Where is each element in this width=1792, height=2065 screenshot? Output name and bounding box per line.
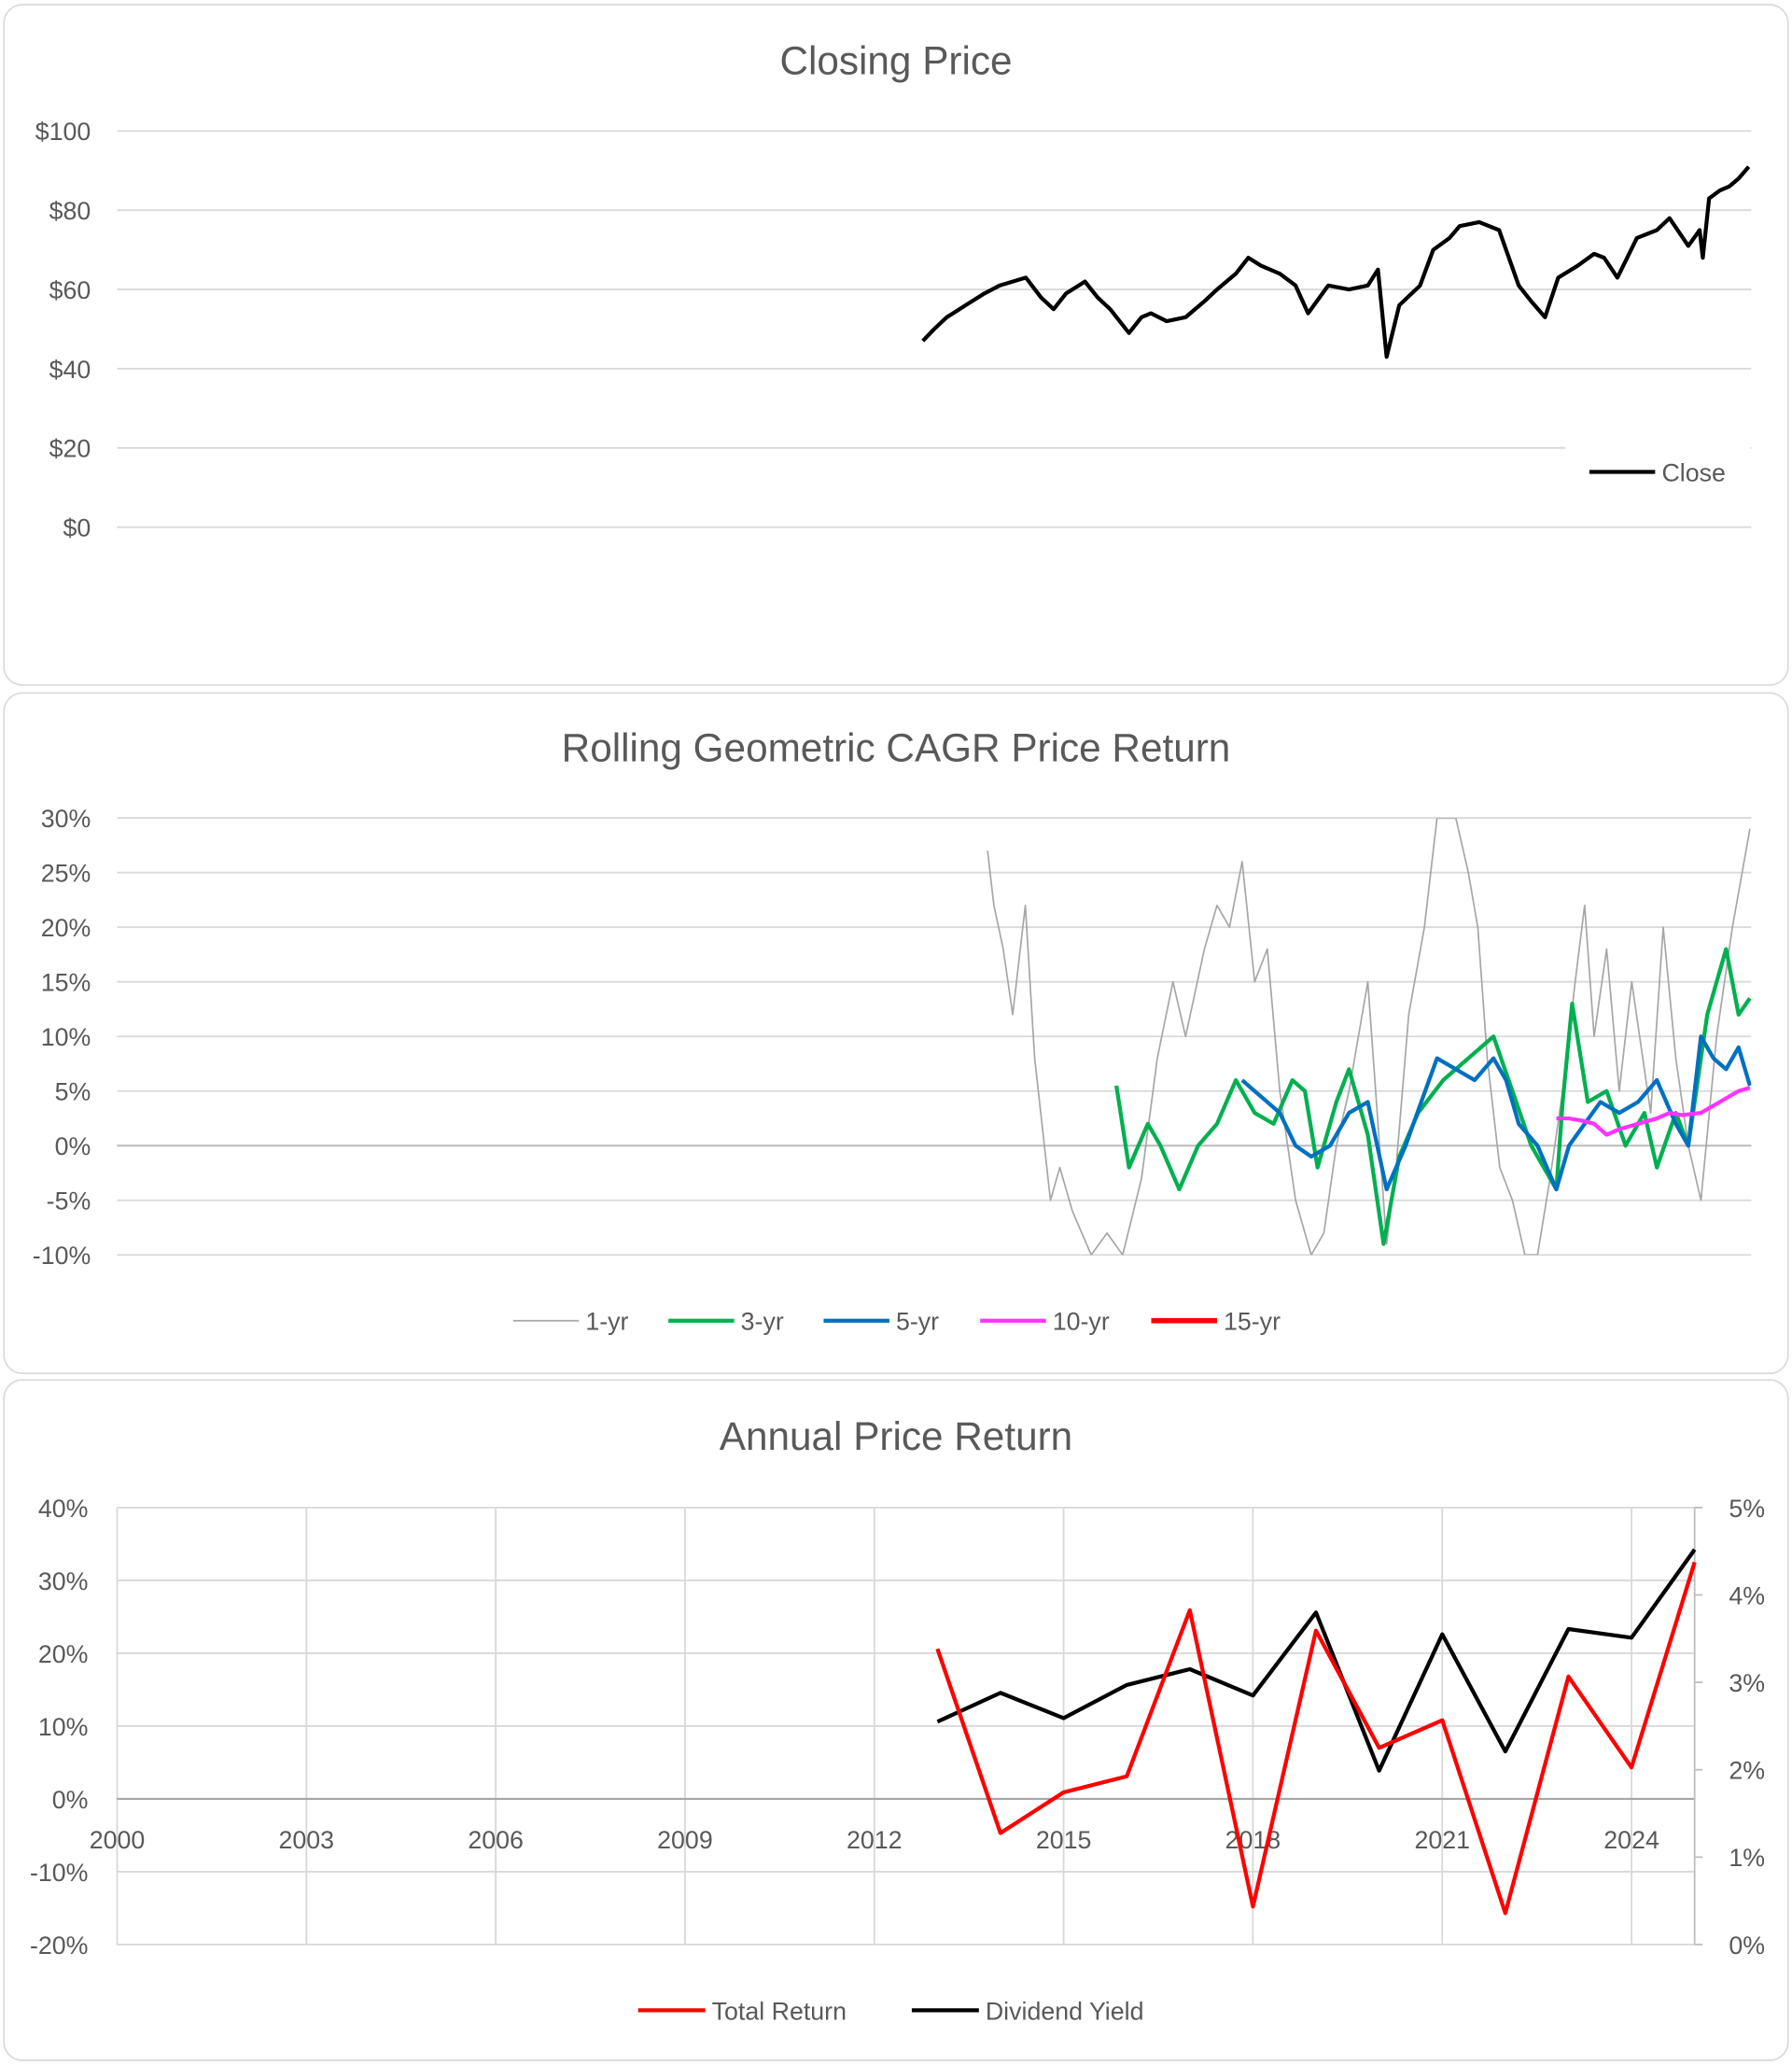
y2-tick-label: 3% <box>1729 1669 1765 1697</box>
x-tick-label: 2012 <box>847 1826 903 1854</box>
y2-tick-label: 1% <box>1729 1844 1765 1872</box>
y-tick-label: $60 <box>49 276 91 304</box>
x-tick-label: 2024 <box>1603 1826 1659 1854</box>
x-tick-label: 2003 <box>279 1826 335 1854</box>
dividend-yield-line <box>936 1548 1697 1773</box>
close-price-line <box>921 165 1751 359</box>
rolling-cagr-chart: Rolling Geometric CAGR Price Return -10%… <box>3 692 1789 1374</box>
closing-price-chart: Closing Price $0$20$40$60$80$10012/31/99… <box>3 4 1789 686</box>
chart-title: Closing Price <box>779 39 1012 83</box>
y-tick-label: 0% <box>52 1786 89 1814</box>
y2-tick-label: 0% <box>1729 1932 1765 1960</box>
annual-return-chart: Annual Price Return -20% -10% 0% 10% 20% 30% 4… <box>3 1379 1789 2061</box>
y-tick-label: 20% <box>38 1640 89 1668</box>
chart-title: Rolling Geometric CAGR Price Return <box>562 726 1231 770</box>
legend-label-10-yr: 10-yr <box>1053 1308 1110 1336</box>
legend-label-5-yr: 5-yr <box>896 1308 939 1336</box>
legend-label-close: Close <box>1661 458 1725 486</box>
series-group <box>921 165 1751 359</box>
series-line-3-yr <box>1114 947 1752 1246</box>
x-tick-label: 2000 <box>90 1826 146 1854</box>
chart-title: Annual Price Return <box>720 1414 1072 1458</box>
y2-tick-label: 4% <box>1729 1581 1765 1609</box>
legend-label-3-yr: 3-yr <box>741 1308 784 1336</box>
y-tick-label: 25% <box>41 860 91 888</box>
chart-panel <box>3 1379 1789 2061</box>
y-tick-label: -20% <box>30 1932 88 1960</box>
x-tick-label: 2015 <box>1036 1826 1092 1854</box>
y-tick-label: 20% <box>41 914 91 942</box>
series-line-10-yr <box>1556 1086 1751 1137</box>
y-tick-label: $100 <box>35 118 91 146</box>
y-tick-label: $80 <box>49 197 91 225</box>
chart-panel <box>3 4 1789 686</box>
y-tick-label: $0 <box>63 514 91 542</box>
y2-tick-label: 2% <box>1729 1757 1765 1785</box>
y-tick-label: 15% <box>41 969 91 997</box>
chart-panel <box>3 692 1789 1374</box>
x-tick-label: 2009 <box>657 1826 713 1854</box>
y-tick-label: 10% <box>38 1713 89 1741</box>
legend-label-total-return: Total Return <box>712 1997 847 2025</box>
y-tick-label: -5% <box>47 1187 91 1215</box>
legend-label-1-yr: 1-yr <box>585 1308 628 1336</box>
y2-tick-label: 5% <box>1729 1495 1765 1523</box>
y-tick-label: 0% <box>55 1132 91 1160</box>
y-tick-label: 30% <box>41 805 91 833</box>
y-tick-label: -10% <box>30 1859 88 1887</box>
legend-label-15-yr: 15-yr <box>1224 1308 1281 1336</box>
y-tick-label: 40% <box>38 1495 89 1523</box>
y-tick-label: $20 <box>49 435 91 463</box>
x-tick-label: 2021 <box>1414 1826 1470 1854</box>
series-line-5-yr <box>1240 1034 1752 1192</box>
y-tick-label: -10% <box>33 1242 91 1270</box>
y-tick-label: 10% <box>41 1023 91 1051</box>
y-tick-label: 30% <box>38 1567 89 1595</box>
total-return-line <box>935 1561 1697 1916</box>
y-tick-label: $40 <box>49 356 91 384</box>
x-tick-label: 2006 <box>468 1826 524 1854</box>
legend-label-dividend-yield: Dividend Yield <box>986 1997 1144 2025</box>
y-tick-label: 5% <box>55 1078 91 1106</box>
series-line-1-yr <box>987 818 1751 1256</box>
series-group <box>987 818 1752 1256</box>
